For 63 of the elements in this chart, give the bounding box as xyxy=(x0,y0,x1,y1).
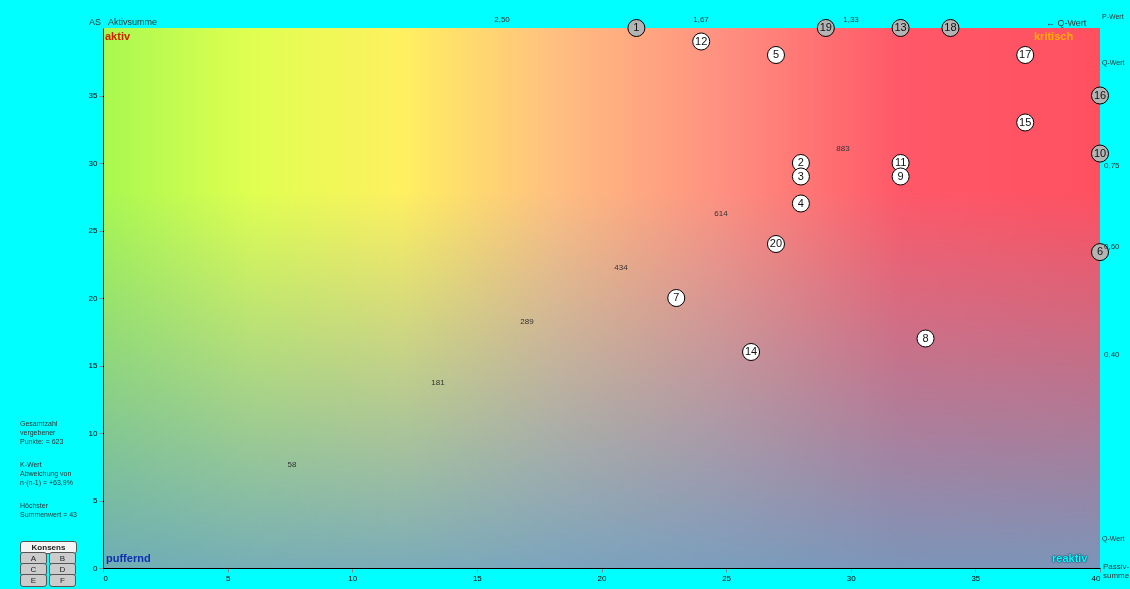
annotation: 15 xyxy=(1019,115,1032,128)
annotation: 58 xyxy=(287,459,297,471)
annotation: 20 xyxy=(769,237,783,249)
text: Konsens xyxy=(20,541,77,554)
annotation: 7 xyxy=(673,291,680,303)
x-tick-label: 0 xyxy=(103,573,109,583)
x-tick-label: 10 xyxy=(348,573,358,583)
annotation: 10 xyxy=(1093,146,1107,159)
annotation: 19 xyxy=(819,21,832,33)
annotation: 12 xyxy=(695,34,708,47)
annotation: 614 xyxy=(714,208,728,220)
y-tick-label: 20 xyxy=(88,293,99,303)
text: B xyxy=(49,552,76,565)
y-axis-title: Aktivsumme xyxy=(108,16,158,28)
text: 2,50 xyxy=(494,14,510,26)
annotation: 8 xyxy=(922,331,929,344)
text: E xyxy=(20,574,47,587)
annotation: 1 xyxy=(633,21,640,33)
annotation: 181 xyxy=(431,377,445,389)
x-tick-label: 20 xyxy=(597,573,607,583)
x-tick-label: 5 xyxy=(225,573,231,583)
annotation: 16 xyxy=(1093,88,1107,101)
text: D xyxy=(49,563,76,576)
y-tick-label: 35 xyxy=(88,91,99,100)
y-tick-label: 10 xyxy=(88,428,99,438)
y-tick-label: 5 xyxy=(93,496,99,505)
y-tick-label: 0 xyxy=(93,563,99,573)
annotation: puffernd xyxy=(106,552,151,564)
annotation: 2 xyxy=(797,156,804,168)
x-tick-label: 25 xyxy=(722,573,732,583)
annotation: 5 xyxy=(772,48,780,60)
x-axis-title: Passiv- summe xyxy=(1103,562,1130,580)
annotation: aktiv xyxy=(105,30,131,42)
text: AS xyxy=(89,16,102,28)
y-tick-label: 15 xyxy=(88,361,99,370)
annotation: 3 xyxy=(797,169,804,182)
text: A xyxy=(20,552,47,565)
y-tick-label: 30 xyxy=(88,158,99,168)
annotation: 4 xyxy=(797,196,804,209)
annotation: kritisch xyxy=(1034,30,1074,42)
text: ← Q-Wert xyxy=(1046,17,1087,29)
x-tick-label: 35 xyxy=(971,573,981,583)
annotation: reaktiv xyxy=(1052,552,1088,564)
text: 1,67 xyxy=(693,14,709,26)
text: C xyxy=(20,563,47,576)
annotation: 18 xyxy=(944,21,957,33)
x-tick-label: 15 xyxy=(472,573,483,583)
annotation: 6 xyxy=(1096,245,1104,258)
y-tick-label: 25 xyxy=(88,226,99,235)
x-tick-label: 30 xyxy=(846,573,857,583)
annotation: 434 xyxy=(614,262,628,274)
text: F xyxy=(49,574,76,587)
text: 0,40 xyxy=(1104,349,1120,361)
annotation: 17 xyxy=(1019,48,1032,60)
text: 1,33 xyxy=(843,14,859,26)
annotation: 11 xyxy=(894,156,907,168)
annotation: 883 xyxy=(836,143,850,155)
annotation: 289 xyxy=(520,316,534,328)
text: 0,75 xyxy=(1104,160,1120,172)
annotation: 14 xyxy=(744,345,758,357)
annotation: 9 xyxy=(897,169,904,182)
x-tick-label: 40 xyxy=(1091,573,1102,583)
annotation: 13 xyxy=(894,21,907,33)
